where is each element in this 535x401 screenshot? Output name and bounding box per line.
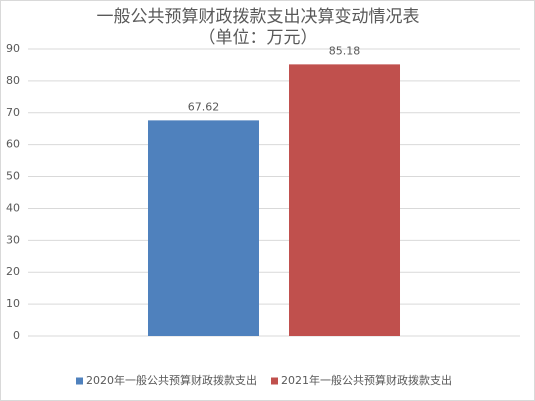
chart-subtitle: （单位：万元） (199, 28, 318, 48)
y-tick-label: 80 (6, 74, 20, 87)
legend-marker (271, 377, 278, 385)
legend-label: 2021年一般公共预算财政拨款支出 (281, 373, 452, 387)
y-tick-label: 10 (6, 297, 20, 310)
y-tick-label: 20 (6, 265, 20, 278)
y-tick-label: 50 (6, 170, 20, 183)
bar (147, 120, 259, 336)
y-tick-label: 90 (6, 42, 20, 55)
chart-title: 一般公共预算财政拨款支出决算变动情况表 (97, 7, 420, 27)
y-tick-label: 60 (6, 138, 20, 151)
legend-label: 2020年一般公共预算财政拨款支出 (86, 373, 257, 387)
legend-marker (76, 377, 83, 385)
data-label: 67.62 (188, 100, 220, 113)
data-label: 85.18 (329, 44, 361, 57)
y-tick-label: 70 (6, 106, 20, 119)
bar (289, 64, 401, 336)
y-tick-label: 0 (13, 329, 20, 342)
y-tick-label: 30 (6, 233, 20, 246)
y-tick-label: 40 (6, 201, 20, 214)
